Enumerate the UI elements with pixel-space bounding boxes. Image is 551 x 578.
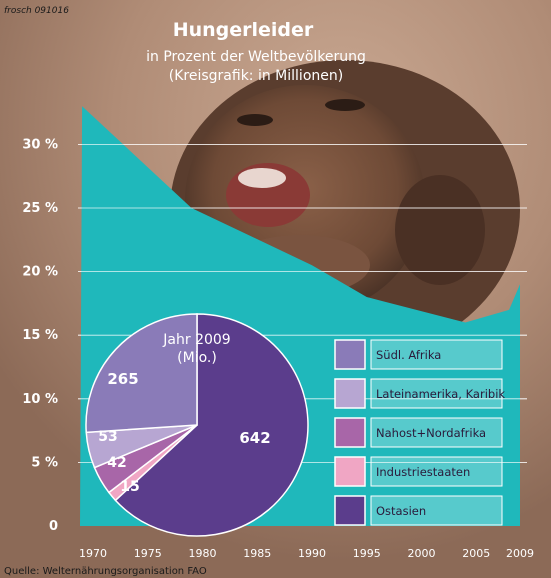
legend-label: Industriestaaten <box>376 465 470 479</box>
child-teeth <box>238 168 286 188</box>
pie-value-label: 642 <box>239 429 270 447</box>
legend-label: Nahost+Nordafrika <box>376 426 486 440</box>
legend-swatch <box>334 417 366 448</box>
legend-swatch <box>334 339 366 370</box>
y-tick-label: 30 % <box>22 137 58 152</box>
child-ear <box>395 175 485 285</box>
x-axis-ticks: 1970 1975 1980 1985 1990 1995 2000 2005 2009 <box>79 547 534 560</box>
pie-slice <box>85 313 198 434</box>
x-tick-label: 2000 <box>407 547 435 560</box>
source-text: Quelle: Welternährungsorganisation FAO <box>4 566 207 577</box>
pie-value-label: 15 <box>120 479 139 495</box>
chart-note: (Kreisgrafik: in Millionen) <box>169 68 343 84</box>
pie-value-label: 265 <box>107 370 138 388</box>
legend-label: Südl. Afrika <box>376 348 441 362</box>
y-tick-label: 0 <box>49 519 58 534</box>
pie-value-label: 42 <box>107 455 126 471</box>
chart-title: Hungerleider <box>173 19 314 41</box>
child-eye-left <box>237 114 273 126</box>
x-tick-label: 1980 <box>188 547 216 560</box>
y-tick-label: 25 % <box>22 201 58 216</box>
legend-label: Lateinamerika, Karibik <box>376 387 505 401</box>
y-tick-label: 20 % <box>22 265 58 280</box>
y-tick-label: 10 % <box>22 392 58 407</box>
legend-label-box <box>370 378 503 409</box>
legend-label: Ostasien <box>376 504 426 518</box>
legend-swatch <box>334 495 366 526</box>
pie-chart: 265 53 42 15 642 <box>85 313 309 537</box>
legend-label-box <box>370 456 503 487</box>
x-tick-label: 1985 <box>243 547 271 560</box>
legend-label-box <box>370 339 503 370</box>
legend-swatch <box>334 456 366 487</box>
child-eye-right <box>325 99 365 111</box>
x-tick-label: 2005 <box>462 547 490 560</box>
pie-value-label: 53 <box>98 429 117 445</box>
pie-title: Jahr 2009 <box>162 332 230 348</box>
y-tick-label: 5 % <box>31 455 58 470</box>
pie-legend: Südl. Afrika Lateinamerika, Karibik Nahost… <box>334 339 505 526</box>
pie-slice <box>114 313 309 537</box>
chart-subtitle: in Prozent der Weltbevölkerung <box>146 49 366 65</box>
pie-unit: (Mio.) <box>177 350 217 366</box>
x-tick-label: 1990 <box>298 547 326 560</box>
legend-label-box <box>370 417 503 448</box>
x-tick-label: 1995 <box>353 547 381 560</box>
y-tick-label: 15 % <box>22 328 58 343</box>
legend-swatch <box>334 378 366 409</box>
x-tick-label: 2009 <box>506 547 534 560</box>
y-axis-ticks: 0 5 % 10 % 15 % 20 % 25 % 30 % <box>22 137 58 534</box>
x-tick-label: 1970 <box>79 547 107 560</box>
credit-text: frosch 091016 <box>4 6 69 16</box>
x-tick-label: 1975 <box>134 547 162 560</box>
legend-label-box <box>370 495 503 526</box>
